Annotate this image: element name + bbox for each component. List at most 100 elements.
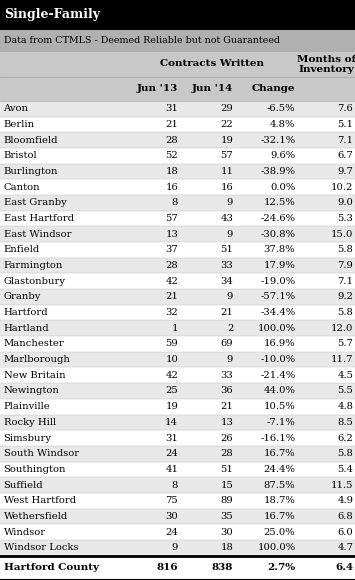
Bar xyxy=(0,352,355,368)
Text: Burlington: Burlington xyxy=(4,167,58,176)
Text: Rocky Hill: Rocky Hill xyxy=(4,418,56,427)
Text: 15: 15 xyxy=(220,481,233,490)
Text: 9: 9 xyxy=(172,543,178,552)
Text: -24.6%: -24.6% xyxy=(260,214,295,223)
Text: Marlborough: Marlborough xyxy=(4,355,70,364)
Text: 30: 30 xyxy=(220,528,233,537)
Text: 5.7: 5.7 xyxy=(337,339,353,349)
Text: Avon: Avon xyxy=(4,104,28,113)
Bar xyxy=(0,0,355,30)
Text: 24.4%: 24.4% xyxy=(263,465,295,474)
Text: New Britain: New Britain xyxy=(4,371,65,380)
Text: 51: 51 xyxy=(220,245,233,255)
Text: 9.7: 9.7 xyxy=(337,167,353,176)
Text: 6.8: 6.8 xyxy=(338,512,353,521)
Text: East Hartford: East Hartford xyxy=(4,214,73,223)
Text: Glastonbury: Glastonbury xyxy=(4,277,66,286)
Text: 21: 21 xyxy=(165,120,178,129)
Text: 25.0%: 25.0% xyxy=(264,528,295,537)
Bar xyxy=(0,226,355,242)
Bar xyxy=(0,430,355,446)
Bar xyxy=(0,101,355,117)
Text: Berlin: Berlin xyxy=(4,120,35,129)
Text: 24: 24 xyxy=(165,528,178,537)
Text: 4.9: 4.9 xyxy=(337,496,353,505)
Bar xyxy=(0,289,355,304)
Text: 21: 21 xyxy=(220,402,233,411)
Text: 34: 34 xyxy=(220,277,233,286)
Bar xyxy=(0,540,355,556)
Text: 42: 42 xyxy=(165,277,178,286)
Text: 89: 89 xyxy=(220,496,233,505)
Text: 57: 57 xyxy=(220,151,233,160)
Text: 6.0: 6.0 xyxy=(338,528,353,537)
Text: 28: 28 xyxy=(165,261,178,270)
Text: 13: 13 xyxy=(220,418,233,427)
Text: 11.7: 11.7 xyxy=(331,355,353,364)
Text: 15.0: 15.0 xyxy=(331,230,353,239)
Text: 16.9%: 16.9% xyxy=(264,339,295,349)
Text: 5.3: 5.3 xyxy=(337,214,353,223)
Text: 51: 51 xyxy=(220,465,233,474)
Text: -57.1%: -57.1% xyxy=(260,292,295,302)
Text: 31: 31 xyxy=(165,104,178,113)
Text: 9: 9 xyxy=(227,230,233,239)
Text: Canton: Canton xyxy=(4,183,40,191)
Text: 9: 9 xyxy=(227,292,233,302)
Text: 19: 19 xyxy=(165,402,178,411)
Text: 37: 37 xyxy=(165,245,178,255)
Text: 5.4: 5.4 xyxy=(337,465,353,474)
Bar xyxy=(0,524,355,540)
Text: -21.4%: -21.4% xyxy=(260,371,295,380)
Text: Wethersfield: Wethersfield xyxy=(4,512,68,521)
Text: Contracts Written: Contracts Written xyxy=(160,59,264,68)
Text: 18: 18 xyxy=(220,543,233,552)
Text: East Windsor: East Windsor xyxy=(4,230,71,239)
Text: 29: 29 xyxy=(220,104,233,113)
Text: 100.0%: 100.0% xyxy=(257,324,295,333)
Bar xyxy=(0,462,355,477)
Text: 10.5%: 10.5% xyxy=(264,402,295,411)
Text: 33: 33 xyxy=(220,371,233,380)
Text: 2: 2 xyxy=(227,324,233,333)
Bar xyxy=(0,148,355,164)
Text: 5.8: 5.8 xyxy=(337,450,353,458)
Text: 10.2: 10.2 xyxy=(331,183,353,191)
Text: Enfield: Enfield xyxy=(4,245,40,255)
Text: 7.9: 7.9 xyxy=(337,261,353,270)
Text: 4.8: 4.8 xyxy=(337,402,353,411)
Bar xyxy=(0,273,355,289)
Text: 16.7%: 16.7% xyxy=(264,512,295,521)
Text: 19: 19 xyxy=(220,136,233,144)
Text: 1: 1 xyxy=(172,324,178,333)
Text: East Granby: East Granby xyxy=(4,198,66,207)
Text: Hartland: Hartland xyxy=(4,324,49,333)
Text: 16: 16 xyxy=(220,183,233,191)
Text: 28: 28 xyxy=(165,136,178,144)
Text: 7.1: 7.1 xyxy=(337,136,353,144)
Text: 9.6%: 9.6% xyxy=(270,151,295,160)
Text: 44.0%: 44.0% xyxy=(263,386,295,396)
Text: Windsor Locks: Windsor Locks xyxy=(4,543,78,552)
Bar xyxy=(0,399,355,415)
Text: 28: 28 xyxy=(220,450,233,458)
Bar xyxy=(0,477,355,493)
Text: 816: 816 xyxy=(157,563,178,572)
Text: 18.7%: 18.7% xyxy=(264,496,295,505)
Text: Manchester: Manchester xyxy=(4,339,64,349)
Text: Months of
Inventory: Months of Inventory xyxy=(297,55,355,74)
Text: 12.0: 12.0 xyxy=(331,324,353,333)
Bar xyxy=(0,415,355,430)
Text: 0.0%: 0.0% xyxy=(270,183,295,191)
Text: 31: 31 xyxy=(165,433,178,443)
Text: 69: 69 xyxy=(220,339,233,349)
Text: 5.8: 5.8 xyxy=(337,245,353,255)
Bar xyxy=(0,446,355,462)
Text: 32: 32 xyxy=(165,308,178,317)
Text: 18: 18 xyxy=(165,167,178,176)
Text: Suffield: Suffield xyxy=(4,481,43,490)
Text: 5.5: 5.5 xyxy=(337,386,353,396)
Text: 75: 75 xyxy=(165,496,178,505)
Text: -32.1%: -32.1% xyxy=(260,136,295,144)
Bar xyxy=(0,258,355,273)
